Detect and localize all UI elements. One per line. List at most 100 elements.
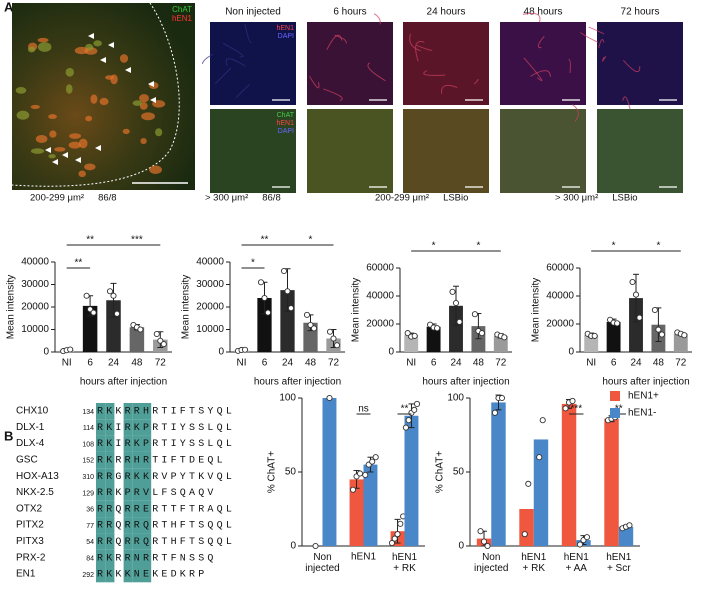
- data-point: [651, 306, 658, 314]
- chart-subtitle: LSBio: [612, 193, 637, 204]
- fiber: [568, 58, 571, 74]
- bar: [491, 402, 506, 546]
- cell: [93, 40, 102, 47]
- data-point: [539, 417, 546, 424]
- y-tick-label: 50: [453, 467, 465, 478]
- legend-swatch: [610, 391, 620, 401]
- highlight: [105, 500, 115, 518]
- y-tick-label: 20000: [366, 319, 394, 330]
- cell: [141, 112, 156, 121]
- cell: [74, 46, 89, 55]
- x-tick-label: hEN1 + RK: [392, 552, 417, 574]
- cell: [37, 37, 49, 43]
- fiber: [334, 34, 347, 44]
- x-tick-label: Non injected: [305, 552, 339, 574]
- panel-label: B: [4, 428, 13, 443]
- highlight: [96, 549, 106, 566]
- gene-name: EN1: [16, 569, 36, 580]
- gene-name: PITX3: [16, 536, 44, 547]
- fiber: [523, 57, 543, 82]
- highlight: [105, 451, 115, 469]
- chart-title: 200-299 μm²: [30, 193, 84, 204]
- data-point: [484, 542, 491, 550]
- data-point: [525, 480, 532, 487]
- cell: [35, 135, 48, 143]
- arrowhead: [75, 157, 81, 163]
- y-tick-label: 0: [458, 541, 464, 552]
- data-point: [591, 332, 598, 339]
- data-point: [658, 331, 665, 338]
- y-tick-label: 100: [279, 393, 296, 404]
- data-point: [241, 346, 249, 353]
- data-point: [629, 278, 636, 286]
- column-title: 48 hours: [524, 7, 563, 18]
- significance-label: **: [261, 235, 269, 246]
- chart-title: > 300 μm²: [205, 193, 248, 204]
- highlight: [105, 419, 115, 436]
- y-tick-label: 10000: [21, 324, 49, 335]
- significance-label: ***: [131, 235, 143, 246]
- micrograph: [307, 109, 393, 193]
- highlight: [96, 451, 106, 469]
- data-point: [113, 310, 121, 317]
- x-tick-label: 72: [495, 358, 507, 369]
- sequence: RKIRKPRTIYSSLQL: [97, 423, 235, 434]
- highlight: [142, 403, 152, 420]
- data-point: [521, 531, 528, 538]
- sequence: RRKPRVLFSQAQV: [97, 488, 217, 499]
- cell: [65, 84, 73, 94]
- data-point: [397, 520, 404, 527]
- cell: [122, 128, 130, 135]
- data-point: [405, 417, 412, 424]
- highlight: [123, 484, 133, 501]
- fiber: [244, 23, 252, 44]
- highlight: [142, 517, 152, 534]
- fiber: [323, 88, 343, 101]
- x-tick-label: NI: [406, 358, 416, 369]
- x-tick-label: 24: [630, 358, 642, 369]
- bar: [129, 327, 145, 352]
- column-title: 72 hours: [621, 7, 660, 18]
- gene-name: DLX-1: [16, 422, 45, 433]
- data-point: [477, 528, 484, 535]
- y-axis-label: % ChAT+: [435, 451, 446, 493]
- channel-label: ChAT: [172, 5, 192, 14]
- x-tick-label: 6: [262, 358, 268, 369]
- highlight: [96, 500, 106, 518]
- highlight: [142, 451, 152, 469]
- micrograph: [403, 22, 489, 105]
- data-point: [394, 531, 401, 538]
- highlight: [123, 517, 133, 534]
- start-position: 114: [83, 425, 94, 432]
- chart-subtitle: 86/8: [98, 193, 117, 204]
- channel-label: DAPI: [278, 33, 294, 40]
- fiber: [235, 84, 250, 98]
- highlight: [123, 549, 133, 566]
- fiber: [602, 55, 607, 62]
- highlight: [123, 500, 133, 518]
- x-tick-label: 48: [305, 358, 317, 369]
- data-point: [569, 397, 576, 405]
- data-point: [391, 535, 398, 542]
- significance-label: *: [251, 258, 255, 269]
- x-tick-label: 72: [155, 358, 167, 369]
- y-tick-label: 0: [43, 347, 49, 358]
- y-tick-label: 60000: [546, 263, 574, 274]
- data-point: [303, 311, 311, 318]
- highlight: [105, 435, 115, 452]
- data-point: [106, 288, 114, 295]
- data-point: [284, 288, 291, 295]
- outline: [11, 2, 180, 187]
- cell: [78, 138, 88, 149]
- micrograph: [307, 22, 393, 105]
- x-tick-label: Non injected: [474, 552, 508, 574]
- data-point: [681, 332, 688, 339]
- bar: [584, 335, 599, 352]
- data-point: [562, 405, 569, 412]
- channel-label: hEN1: [172, 14, 193, 23]
- sequence: RKRRHRTIFTDEQL: [97, 456, 226, 467]
- cell: [78, 170, 86, 178]
- cell: [140, 137, 147, 145]
- sequence: RKKKNEKEDKRP: [97, 570, 207, 581]
- x-tick-label: 6: [611, 358, 617, 369]
